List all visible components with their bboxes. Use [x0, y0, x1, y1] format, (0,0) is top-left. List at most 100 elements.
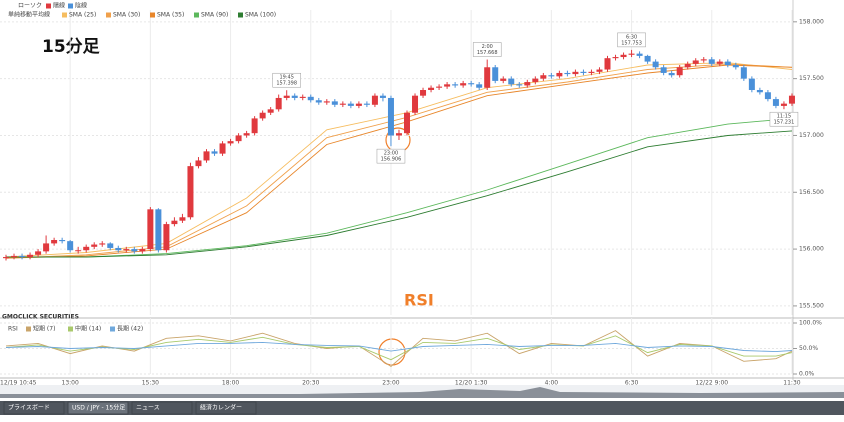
candle-body: [548, 75, 555, 77]
y-tick-label: 156.000: [799, 246, 824, 253]
candle-body: [83, 246, 90, 251]
brand: GMOCLICK SECURITIES: [2, 314, 79, 321]
candle-body: [123, 249, 130, 251]
candle-body: [131, 249, 138, 252]
candle-body: [420, 90, 427, 96]
candle-body: [740, 67, 747, 79]
x-tick-label: 15:30: [142, 380, 159, 387]
legend-label: ローソク: [18, 3, 42, 10]
annotation: RSI: [404, 291, 434, 310]
y-tick-label: 100.0%: [799, 320, 822, 327]
chart-title: 15分足: [42, 37, 100, 57]
annotation-price: 157.753: [621, 40, 642, 46]
annotation-time: 6:30: [626, 34, 637, 40]
annotation-box: [769, 111, 799, 127]
candle-body: [195, 160, 202, 167]
candle-body: [596, 69, 603, 72]
candle-body: [684, 63, 691, 68]
candle-body: [35, 251, 42, 255]
candle-body: [187, 166, 194, 218]
candle-body: [59, 240, 66, 242]
tab-label[interactable]: プライスボード: [8, 404, 50, 412]
candle-body: [708, 59, 715, 64]
candle-body: [227, 141, 234, 144]
x-tick-label: 12/22 9:00: [695, 380, 728, 387]
legend-label: SMA (100): [245, 12, 276, 19]
candle-body: [668, 72, 675, 76]
candle-body: [275, 97, 282, 110]
annotation-time: 19:45: [279, 75, 293, 81]
candle-body: [67, 241, 74, 251]
candle-body: [732, 65, 739, 68]
annotation-time: 2:00: [482, 44, 493, 50]
y-tick-label: 155.500: [799, 302, 824, 309]
candle-body: [772, 99, 779, 106]
candle-body: [355, 103, 362, 106]
tab-label[interactable]: ニュース: [136, 405, 160, 412]
tab-label[interactable]: 経済カレンダー: [200, 404, 242, 412]
candle-body: [43, 243, 50, 252]
candle-body: [251, 118, 258, 134]
legend-swatch: [194, 12, 199, 18]
annotation-box: [272, 72, 301, 88]
candle-body: [395, 133, 402, 136]
y-tick-label: 157.500: [799, 75, 824, 82]
legend-label: 陰線: [75, 2, 87, 10]
annotation-price: 157.398: [276, 81, 297, 87]
tab[interactable]: [195, 401, 257, 415]
annotation-price: 156.906: [381, 157, 402, 163]
candle-body: [91, 244, 98, 247]
candle-body: [444, 84, 451, 87]
candle-body: [203, 151, 210, 161]
candle-body: [243, 133, 250, 136]
candle-body: [428, 87, 435, 90]
candle-body: [259, 112, 266, 119]
candle-body: [468, 83, 475, 85]
x-tick-label: 4:00: [545, 380, 559, 387]
series-line: [5, 341, 793, 353]
navigator-area: [0, 387, 844, 398]
legend-swatch: [62, 12, 67, 18]
candle-body: [540, 75, 547, 79]
legend-swatch: [238, 12, 243, 18]
tab[interactable]: [3, 401, 65, 415]
series-line: [6, 130, 793, 258]
candle-body: [379, 95, 386, 98]
candle-body: [564, 72, 571, 75]
tab[interactable]: [67, 401, 129, 415]
tab[interactable]: [131, 401, 193, 415]
annotation-price: 157.231: [774, 120, 795, 126]
candle-body: [412, 95, 419, 113]
candle-body: [532, 78, 539, 83]
legend-swatch: [68, 3, 73, 9]
candle-body: [291, 95, 298, 98]
series-line: [6, 117, 793, 258]
candle-body: [524, 82, 531, 86]
candle-body: [363, 103, 370, 105]
annotation-time: 11:15: [777, 114, 791, 120]
candle-body: [147, 209, 154, 250]
candle-body: [387, 97, 394, 136]
legend-label: 陽線: [53, 2, 65, 10]
y-tick-label: 158.000: [799, 18, 824, 25]
legend-title: RSI: [8, 326, 18, 333]
candle-body: [780, 103, 787, 106]
candle-body: [716, 61, 723, 64]
x-tick-label: 20:30: [302, 380, 319, 387]
x-tick-label: 23:00: [382, 380, 399, 387]
candle-body: [315, 100, 322, 103]
candle-body: [492, 67, 499, 81]
tab-label[interactable]: USD / JPY - 15分足: [72, 404, 125, 412]
candle-body: [75, 250, 82, 252]
annotation-price: 157.668: [477, 50, 498, 56]
candle-body: [404, 112, 410, 134]
candle-body: [748, 78, 755, 90]
candle-body: [347, 103, 354, 106]
candle-body: [460, 83, 467, 86]
legend-label: SMA (25): [69, 12, 96, 19]
candle-body: [556, 72, 563, 77]
candle-body: [331, 101, 338, 105]
y-tick-label: 157.000: [799, 132, 824, 139]
candle-body: [115, 247, 122, 251]
candle-body: [219, 143, 226, 154]
